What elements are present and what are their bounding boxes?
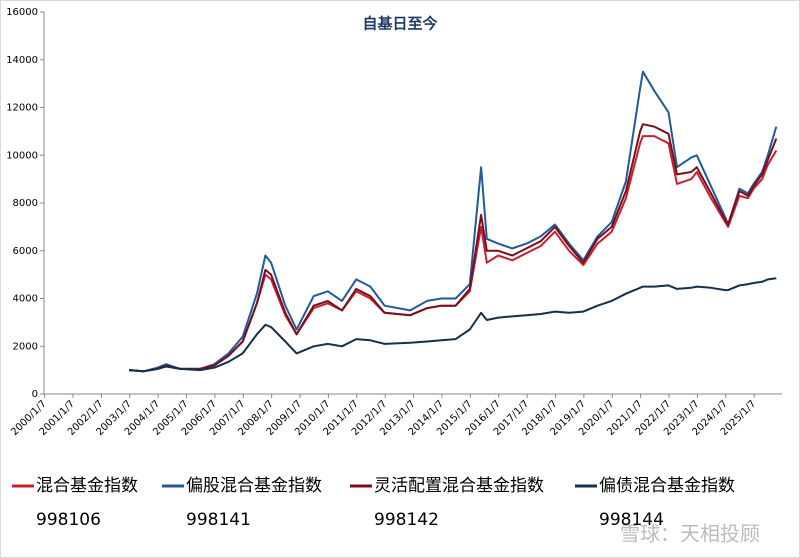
legend-code: 998141 (186, 510, 251, 530)
y-tick-label: 2000 (13, 341, 38, 352)
y-tick-label: 16000 (6, 7, 38, 18)
legend-code: 998142 (374, 510, 439, 530)
legend-label: 灵活配置混合基金指数 (374, 476, 544, 496)
watermark: 雪球：天相投顾 (620, 522, 760, 546)
legend-code: 998106 (36, 510, 101, 530)
y-tick-label: 14000 (6, 55, 38, 66)
legend-label: 偏股混合基金指数 (186, 476, 322, 496)
chart-title: 自基日至今 (362, 15, 437, 33)
y-tick-label: 6000 (13, 246, 38, 257)
y-tick-label: 0 (32, 389, 38, 400)
legend-label: 混合基金指数 (36, 476, 138, 496)
legend-code: 998144 (599, 510, 664, 530)
y-tick-label: 8000 (13, 198, 38, 209)
series-line (129, 70, 778, 373)
series-line (129, 123, 778, 373)
y-tick-label: 4000 (13, 294, 38, 305)
y-tick-label: 12000 (6, 103, 38, 114)
legend-label: 偏债混合基金指数 (599, 476, 735, 496)
series-line (129, 277, 777, 373)
y-tick-label: 10000 (6, 150, 38, 161)
